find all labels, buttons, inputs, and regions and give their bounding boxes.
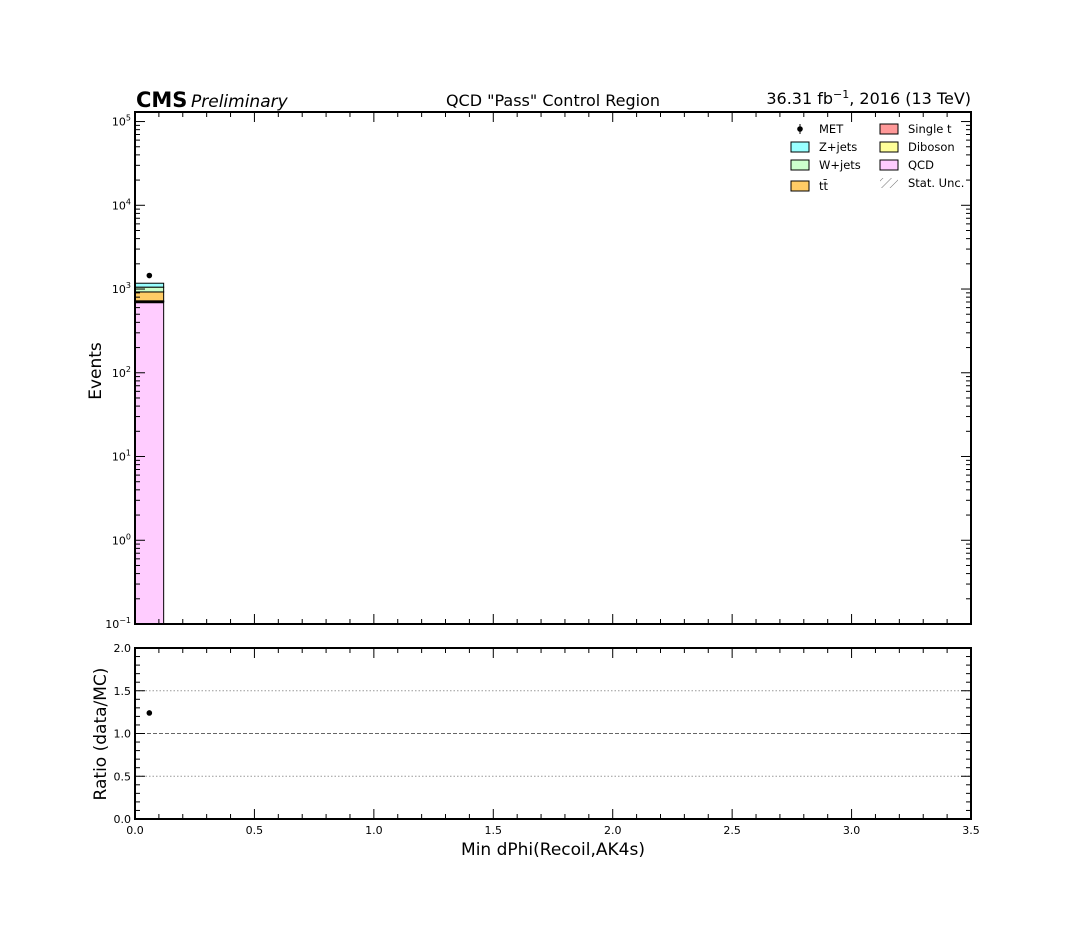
x-tick-label-5: 2.5 (723, 824, 741, 837)
legend: MET Z+jets W+jets tt̄ Single t Diboson QCD Stat… (790, 122, 964, 193)
preliminary-label: Preliminary (191, 92, 289, 112)
y-tick-label-3: 102 (112, 365, 131, 380)
x-tick-label-1: 0.5 (246, 824, 264, 837)
ratio-panel: 0.0 0.5 1.0 1.5 2.0 2.5 3.0 3.50.00.51.01.52.0 … (91, 642, 980, 860)
x-tick-label-4: 2.0 (604, 824, 622, 837)
x-tick-label-3: 1.5 (485, 824, 503, 837)
x-tick-label-0: 0.0 (126, 824, 144, 837)
ratio-gridlines (135, 690, 971, 777)
legend-right-3-label: Stat. Unc. (908, 176, 964, 190)
ratio-axis-ticks: 0.0 0.5 1.0 1.5 2.0 2.5 3.0 3.5 0.0 0.5 1.0 1.5 2.0 (114, 642, 980, 837)
x-axis-label: Min dPhi(Recoil,AK4s) (461, 840, 645, 860)
legend-right-1-label: Diboson (908, 140, 955, 154)
y-axis-label-events: Events (86, 342, 106, 400)
ratio-y-tick-label-3: 1.5 (114, 685, 132, 698)
x-tick-label-7: 3.5 (962, 824, 980, 837)
legend-left-0-marker (797, 126, 803, 132)
legend-left-2-label: W+jets (819, 158, 861, 172)
y-axis-label-ratio: Ratio (data/MC) (91, 668, 111, 801)
bar-w-jets-bin-0 (134, 286, 165, 293)
lumi-value: 36.31 fb (766, 89, 833, 108)
legend-right-2-label: QCD (908, 158, 934, 172)
x-axis-ticks-top-panel (134, 112, 972, 624)
legend-left-1-label: Z+jets (819, 140, 857, 154)
legend-right-0-label: Single t (908, 122, 952, 136)
bar-z-jets-bin-0 (134, 282, 165, 288)
data-points (146, 272, 153, 279)
legend-left-3-swatch (790, 180, 810, 192)
y-tick-label-6: 105 (112, 114, 131, 129)
lumi-label: 36.31 fb−1, 2016 (13 TeV) (766, 88, 971, 108)
main-panel-frame (134, 111, 972, 625)
legend-left-0-label: MET (819, 122, 844, 136)
y-tick-label-2: 101 (112, 449, 131, 464)
ratio-points (146, 710, 153, 716)
ratio-panel-frame (134, 647, 972, 820)
legend-left-2-swatch (790, 159, 810, 171)
lumi-rest: , 2016 (13 TeV) (849, 89, 971, 108)
y-tick-label-1: 100 (112, 532, 131, 547)
legend-left-1-swatch (790, 141, 810, 153)
chart-title: QCD "Pass" Control Region (446, 91, 660, 110)
ratio-point-0 (146, 710, 153, 716)
legend-left-3-label: tt̄ (819, 179, 829, 193)
legend-right-1-swatch (879, 141, 899, 153)
main-histogram-panel: 10−1 100 101 102 103 104 105 Events MET Z+jets W… (86, 111, 972, 631)
y-tick-label-5: 104 (112, 197, 131, 212)
met-data-point-0 (146, 272, 153, 279)
y-tick-label-4: 103 (112, 281, 131, 296)
ratio-y-tick-label-0: 0.0 (114, 813, 132, 826)
ratio-y-tick-label-2: 1.0 (114, 728, 132, 741)
y-tick-label-0: 10−1 (105, 616, 131, 631)
x-tick-label-6: 3.0 (843, 824, 861, 837)
ratio-y-tick-label-1: 0.5 (114, 770, 132, 783)
legend-right-0-swatch (879, 123, 899, 135)
y-axis-ticks: 10−1 100 101 102 103 104 105 (105, 114, 971, 631)
x-tick-label-2: 1.0 (365, 824, 383, 837)
stacked-bars (134, 282, 165, 625)
cms-label: CMS (136, 88, 187, 112)
legend-right-3-swatch (880, 178, 898, 188)
lumi-exponent: −1 (833, 88, 849, 101)
legend-right-2-swatch (879, 159, 899, 171)
ratio-y-tick-label-4: 2.0 (114, 642, 132, 655)
bar-qcd-bin-0 (134, 301, 165, 625)
